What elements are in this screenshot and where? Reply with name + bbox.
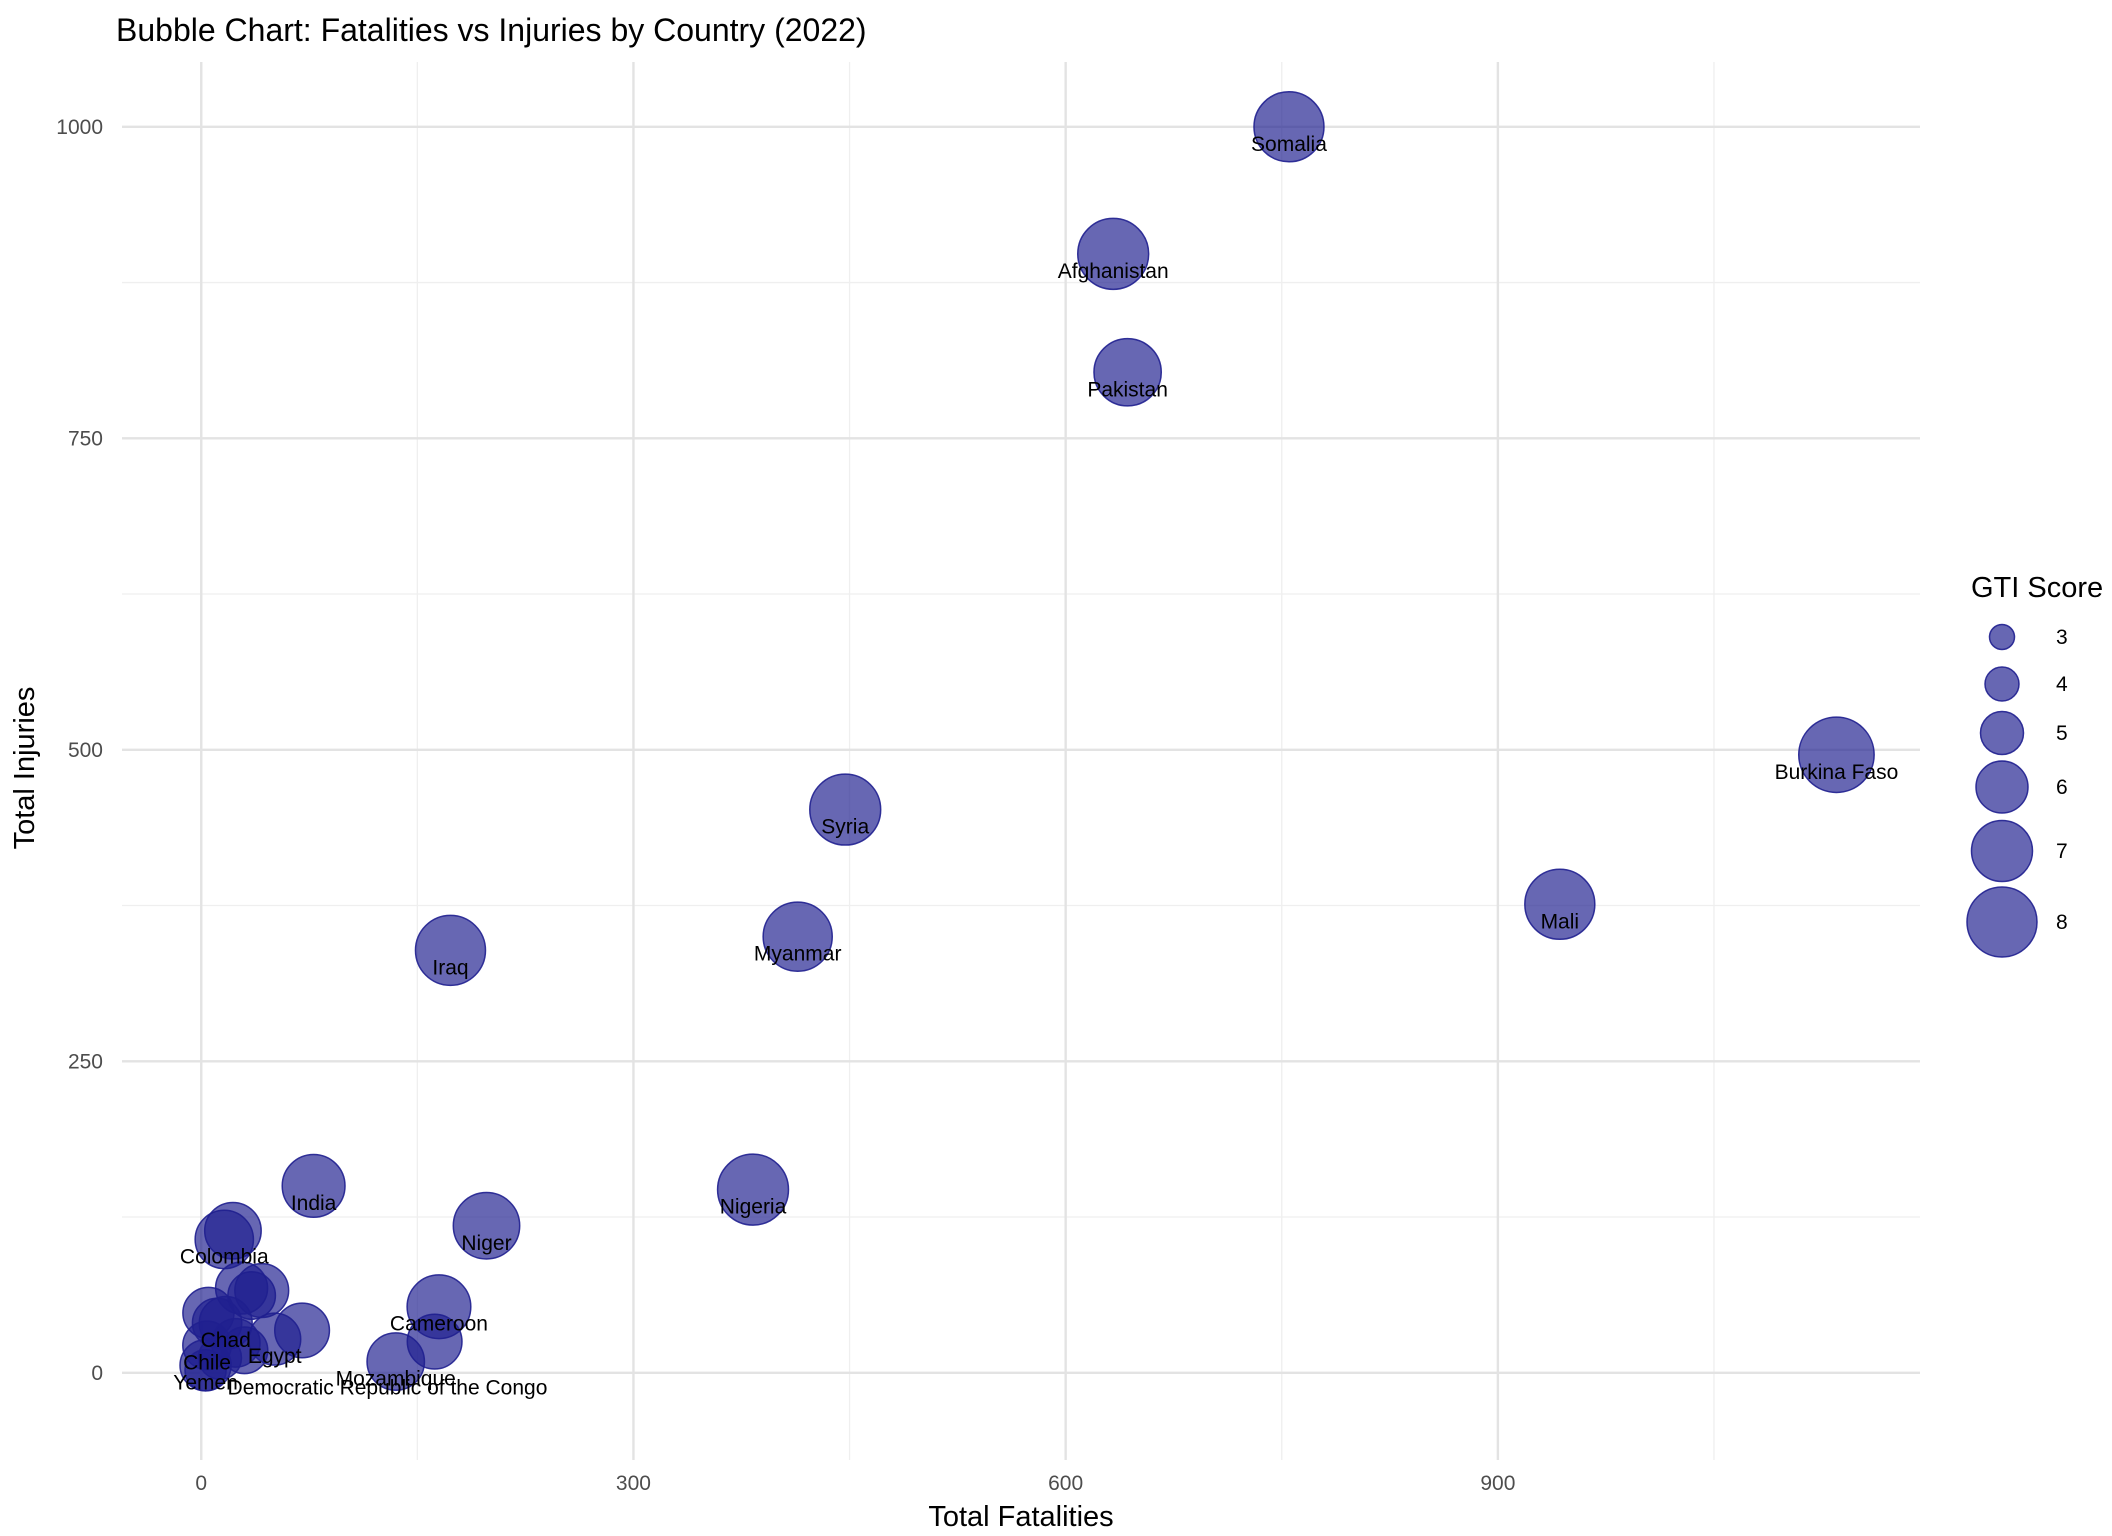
bubble: [184, 1348, 227, 1392]
x-axis-title: Total Fatalities: [928, 1501, 1113, 1533]
point-label: Afghanistan: [1058, 260, 1169, 283]
point-label: Myanmar: [754, 943, 842, 966]
legend-label: 3: [2056, 626, 2068, 649]
bubbles: [179, 91, 1875, 1392]
legend-bubble: [1979, 710, 2025, 756]
bubble: [452, 1191, 521, 1260]
bubble: [1524, 868, 1596, 941]
legend-label: 5: [2056, 722, 2068, 745]
point-label: Niger: [461, 1232, 511, 1255]
legend-bubble: [1984, 666, 2020, 702]
legend-title: GTI Score: [1971, 572, 2103, 604]
y-tick-labels: 0 250 500 750 1000: [56, 116, 103, 1385]
point-label: Democratic Republic of the Congo: [228, 1376, 548, 1399]
bubble: [1093, 337, 1163, 407]
point-label: Burkina Faso: [1775, 761, 1899, 784]
point-label: Pakistan: [1087, 378, 1168, 401]
bubble: [1253, 91, 1325, 163]
point-label: Colombia: [180, 1245, 269, 1268]
bubble: [1077, 217, 1150, 291]
point-label: Yemen: [173, 1371, 238, 1394]
y-tick-label: 1000: [56, 116, 103, 139]
bubble: [414, 914, 487, 987]
x-tick-label: 900: [1480, 1472, 1515, 1495]
legend-label: 4: [2056, 673, 2068, 696]
y-tick-label: 750: [68, 427, 103, 450]
x-tick-label: 300: [616, 1472, 651, 1495]
y-tick-label: 500: [68, 739, 103, 762]
point-label: Nigeria: [720, 1196, 787, 1219]
point-label: Iraq: [432, 956, 468, 979]
x-tick-label: 0: [195, 1472, 207, 1495]
point-label: Mozambique: [336, 1368, 456, 1391]
legend: GTI Score 3 4 5 6 7 8: [1966, 572, 2103, 958]
x-tick-labels: 0 300 600 900: [195, 1472, 1515, 1495]
legend-label: 8: [2056, 911, 2068, 934]
y-tick-label: 0: [91, 1362, 103, 1385]
point-label: Syria: [821, 816, 869, 839]
point-label: India: [291, 1192, 337, 1215]
bubble: [1797, 716, 1875, 794]
point-labels: Somalia Afghanistan Pakistan Burkina Faso Sy…: [173, 133, 1898, 1399]
point-label: Chad: [201, 1329, 251, 1352]
bubble: [366, 1332, 426, 1392]
y-axis-title: Total Injuries: [9, 687, 41, 850]
point-label: Cameroon: [390, 1313, 488, 1336]
point-label: Somalia: [1251, 133, 1327, 156]
legend-bubble: [1970, 819, 2034, 883]
bubble: [762, 901, 833, 972]
bubble: [203, 1201, 262, 1260]
legend-bubble: [1975, 760, 2029, 814]
bubble: [281, 1153, 346, 1219]
bubble: [716, 1153, 790, 1226]
point-label: Mali: [1541, 910, 1580, 933]
legend-bubble: [1988, 623, 2016, 651]
bubble: [809, 773, 882, 846]
point-label: Egypt: [248, 1345, 302, 1368]
grid: [122, 62, 1920, 1460]
chart-title: Bubble Chart: Fatalities vs Injuries by …: [116, 12, 867, 48]
legend-label: 7: [2056, 840, 2068, 863]
legend-bubble: [1966, 886, 2038, 958]
point-label: Chile: [183, 1351, 231, 1374]
legend-label: 6: [2056, 776, 2068, 799]
y-tick-label: 250: [68, 1050, 103, 1073]
x-tick-label: 600: [1048, 1472, 1083, 1495]
